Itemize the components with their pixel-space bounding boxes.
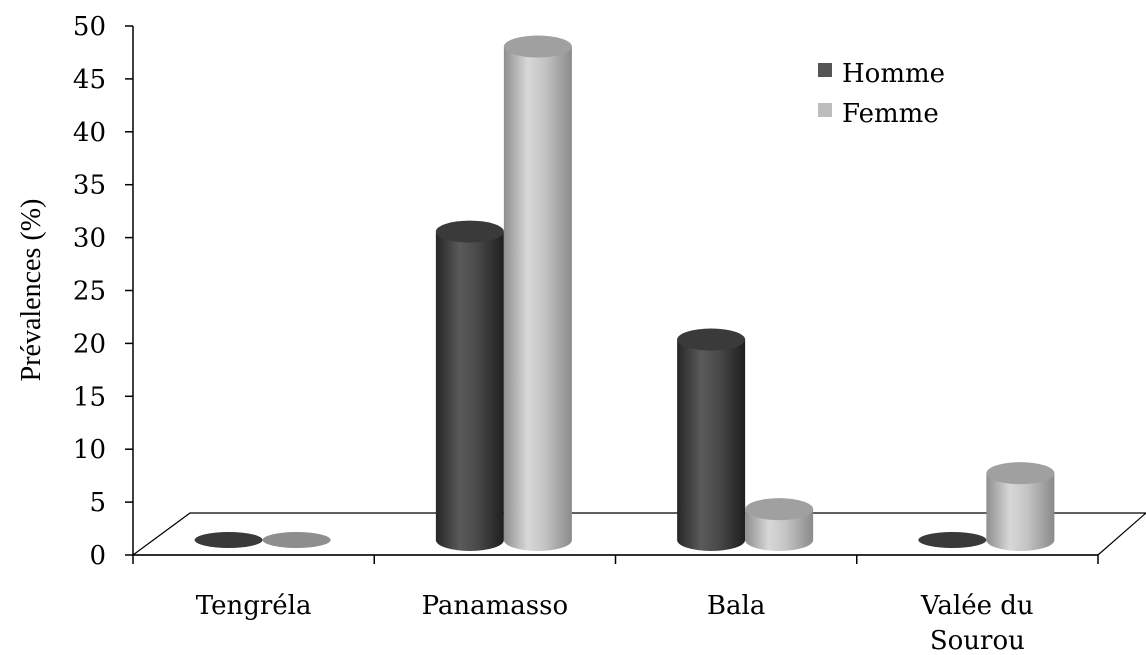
x-tick-label: Valée du Sourou xyxy=(920,591,1034,655)
bar-body xyxy=(745,509,814,551)
bar-top xyxy=(194,532,263,548)
bar-top xyxy=(677,328,746,351)
bar-homme xyxy=(677,328,746,551)
y-tick-label: 40 xyxy=(73,118,106,148)
bar-homme xyxy=(918,532,987,548)
bar-homme xyxy=(435,220,504,551)
bar-body xyxy=(986,473,1055,551)
bar-top xyxy=(918,532,987,548)
bar-top xyxy=(986,462,1055,485)
x-axis-ticks: Tengréla Panamasso Bala Valée du Sourou xyxy=(132,555,1099,655)
y-tick-label: 15 xyxy=(73,382,106,412)
x-tick-label: Tengréla xyxy=(196,591,312,621)
y-tick-label: 0 xyxy=(89,541,106,571)
y-tick-label: 20 xyxy=(73,329,106,359)
bars xyxy=(194,35,1055,552)
y-tick-label: 35 xyxy=(73,171,106,201)
bar-femme xyxy=(986,462,1055,551)
y-tick-label: 50 xyxy=(73,12,106,42)
bar-femme xyxy=(503,35,572,552)
y-axis-label: Prévalences (%) xyxy=(16,199,47,382)
y-tick-label: 45 xyxy=(73,65,106,95)
bar-top xyxy=(745,498,814,521)
y-tick-label: 25 xyxy=(73,277,106,307)
legend: Homme Femme xyxy=(818,59,945,129)
y-tick-label: 5 xyxy=(89,488,106,518)
x-tick-label: Panamasso xyxy=(422,591,569,621)
bar-top xyxy=(435,220,504,243)
legend-label-femme: Femme xyxy=(842,99,939,129)
bar-body xyxy=(677,339,746,551)
bar-body xyxy=(503,46,572,552)
bar-top xyxy=(503,35,572,58)
y-tick-label: 10 xyxy=(73,435,106,465)
legend-swatch-femme xyxy=(818,103,832,117)
bar-body xyxy=(435,231,504,551)
legend-label-homme: Homme xyxy=(842,59,945,89)
bar-homme xyxy=(194,532,263,548)
y-axis-ticks: 0 5 10 15 20 25 30 35 40 45 50 xyxy=(73,12,133,571)
bar-top xyxy=(262,532,331,548)
legend-swatch-homme xyxy=(818,63,832,77)
y-tick-label: 30 xyxy=(73,224,106,254)
bar-femme xyxy=(262,532,331,548)
x-tick-label: Bala xyxy=(707,591,765,621)
bar-femme xyxy=(745,498,814,551)
